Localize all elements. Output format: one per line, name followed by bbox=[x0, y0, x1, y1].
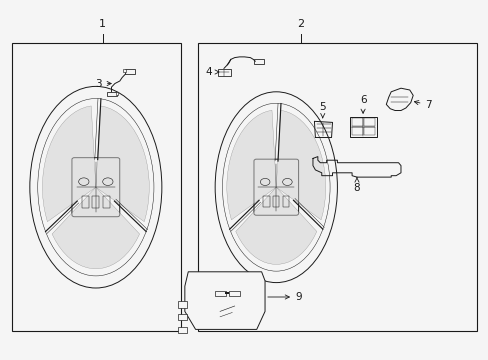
Bar bbox=[103, 196, 110, 208]
Text: 2: 2 bbox=[297, 19, 304, 29]
Polygon shape bbox=[386, 88, 412, 111]
Bar bbox=[178, 314, 186, 320]
Bar bbox=[106, 92, 117, 96]
Text: 1: 1 bbox=[99, 19, 106, 29]
Bar bbox=[364, 127, 374, 135]
Bar bbox=[123, 69, 125, 72]
Bar bbox=[81, 196, 88, 208]
Polygon shape bbox=[96, 106, 149, 222]
Text: 5: 5 bbox=[319, 102, 325, 118]
Text: 7: 7 bbox=[413, 100, 431, 110]
Bar bbox=[198, 43, 476, 331]
Bar bbox=[349, 117, 376, 137]
FancyBboxPatch shape bbox=[253, 159, 298, 215]
Bar bbox=[283, 195, 289, 207]
Text: 6: 6 bbox=[359, 95, 366, 113]
Bar bbox=[116, 92, 118, 95]
FancyBboxPatch shape bbox=[214, 291, 225, 296]
Bar bbox=[124, 69, 135, 74]
Bar bbox=[253, 59, 263, 64]
Bar bbox=[263, 195, 269, 207]
Bar bbox=[178, 301, 186, 308]
Bar bbox=[225, 292, 229, 294]
Bar bbox=[92, 196, 99, 208]
Bar bbox=[351, 127, 362, 135]
Polygon shape bbox=[52, 187, 140, 269]
Bar bbox=[272, 195, 279, 207]
Bar bbox=[351, 118, 362, 126]
Polygon shape bbox=[276, 110, 325, 220]
Polygon shape bbox=[42, 106, 96, 222]
FancyBboxPatch shape bbox=[72, 158, 120, 217]
Polygon shape bbox=[226, 110, 276, 220]
Bar bbox=[12, 43, 181, 331]
Text: 3: 3 bbox=[95, 78, 111, 89]
Text: 4: 4 bbox=[205, 67, 219, 77]
Bar bbox=[217, 69, 231, 76]
Polygon shape bbox=[184, 272, 264, 329]
Bar bbox=[364, 118, 374, 126]
Text: 9: 9 bbox=[267, 292, 302, 302]
Polygon shape bbox=[235, 187, 316, 264]
FancyBboxPatch shape bbox=[228, 291, 240, 296]
Bar bbox=[178, 327, 186, 333]
Text: 8: 8 bbox=[353, 177, 360, 193]
